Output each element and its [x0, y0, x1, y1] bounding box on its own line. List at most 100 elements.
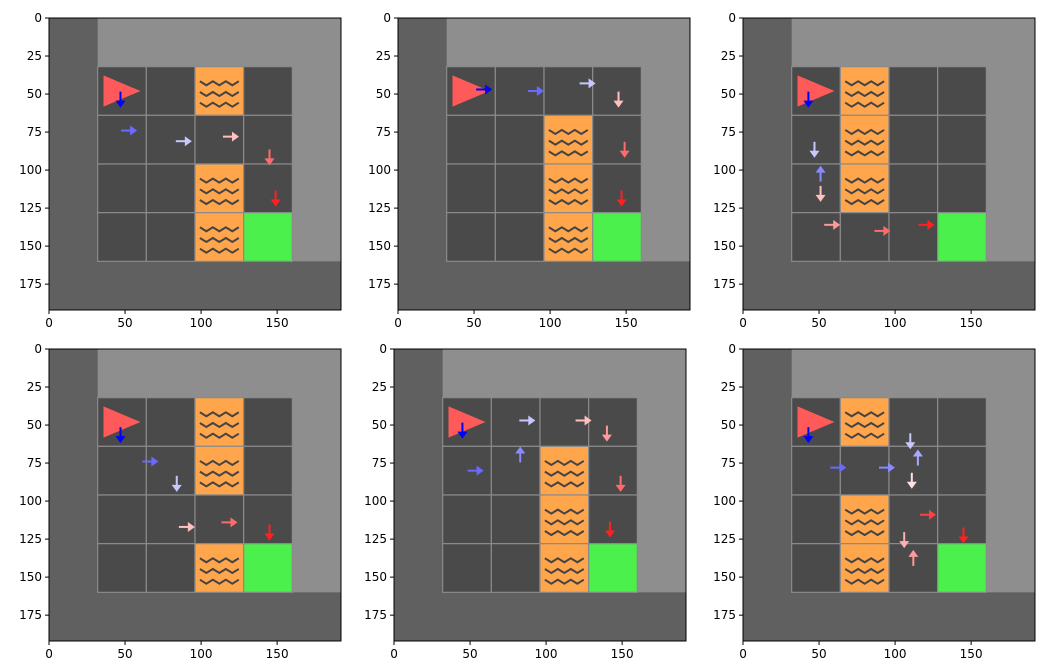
y-tick-label: 75 — [721, 125, 736, 139]
floor-cell — [97, 163, 147, 214]
floor-cell — [243, 114, 293, 165]
lava-wave — [199, 198, 240, 206]
y-tick-label: 50 — [27, 87, 42, 101]
agent-triangle — [103, 406, 141, 438]
lava-wave — [548, 188, 589, 195]
agent-triangle — [452, 75, 490, 107]
action-arrow — [515, 446, 526, 463]
lava-wave — [199, 578, 240, 585]
goal-cell — [592, 212, 642, 262]
lava-wave — [548, 177, 589, 184]
y-tick-label: 175 — [19, 608, 42, 622]
floor-cell — [494, 163, 545, 214]
action-arrow — [171, 475, 182, 492]
lava-wave — [199, 557, 240, 564]
axes-frame — [48, 348, 342, 642]
action-arrow — [575, 415, 592, 426]
x-tick-label: 0 — [739, 316, 747, 330]
lava-wave — [844, 198, 885, 206]
lava-wave — [844, 101, 885, 108]
action-arrow — [601, 425, 612, 442]
y-tick-label: 100 — [368, 163, 391, 177]
lava-cell — [839, 163, 890, 214]
x-tick-label: 0 — [45, 316, 53, 330]
y-tick-label: 125 — [19, 201, 42, 215]
lava-wave — [548, 198, 589, 206]
axes-frame — [742, 348, 1036, 642]
floor-cell — [791, 163, 841, 214]
lava-wave — [844, 411, 885, 418]
x-tick-label: 100 — [539, 316, 562, 330]
action-arrow — [270, 190, 281, 207]
x-tick-label: 100 — [884, 316, 907, 330]
agent-triangle — [797, 406, 835, 438]
panel-3: 0 50 100 150 0 25 50 75 100 125 150 175 — [713, 11, 1036, 330]
floor-cell — [194, 494, 245, 545]
lava-cell — [194, 543, 245, 593]
agent-triangle — [448, 406, 486, 438]
y-tick-label: 175 — [368, 277, 391, 291]
y-tick-label: 150 — [368, 239, 391, 253]
action-arrow — [815, 185, 826, 202]
floor-cell — [791, 494, 841, 545]
action-arrow — [815, 165, 826, 182]
lava-cell — [194, 212, 245, 262]
action-arrow — [175, 136, 192, 147]
lava-cell — [839, 397, 890, 447]
action-arrow — [803, 427, 814, 444]
action-arrow — [619, 141, 630, 158]
x-tick-label: 100 — [190, 316, 213, 330]
lava-wave — [844, 508, 885, 515]
floor-cell — [145, 212, 196, 262]
panel-1: 0 50 100 150 0 25 50 75 100 125 150 175 — [19, 11, 342, 330]
floor-cell — [145, 543, 196, 593]
floor-cell — [839, 445, 890, 496]
lava-wave — [548, 236, 589, 244]
lava-wave — [844, 578, 885, 585]
floor-cell — [791, 212, 841, 262]
floor-cell — [446, 212, 496, 262]
floor-cell — [442, 494, 492, 545]
action-arrow — [615, 475, 626, 492]
y-tick-label: 150 — [713, 570, 736, 584]
lava-cell — [194, 397, 245, 447]
floor-cell — [145, 66, 196, 116]
y-tick-label: 175 — [713, 608, 736, 622]
floor-cell — [888, 114, 939, 165]
action-arrow — [142, 456, 159, 467]
lava-wave — [844, 150, 885, 157]
action-arrow — [920, 509, 937, 520]
action-arrow — [908, 549, 919, 566]
x-tick-label: 0 — [394, 316, 402, 330]
action-arrow — [958, 527, 969, 544]
floor-cell — [888, 163, 939, 214]
action-arrow — [476, 84, 493, 95]
lava-wave — [199, 567, 240, 575]
floor-cell — [592, 163, 642, 214]
x-tick-label: 50 — [117, 316, 132, 330]
lava-wave — [199, 90, 240, 98]
lava-wave — [544, 470, 585, 477]
lava-wave — [199, 432, 240, 439]
lava-wave — [548, 128, 589, 136]
x-tick-label: 150 — [960, 647, 983, 661]
lava-wave — [199, 226, 240, 233]
floor-cell — [588, 445, 638, 496]
lava-cell — [539, 494, 590, 545]
lava-cell — [194, 445, 245, 496]
action-arrow — [613, 91, 624, 108]
x-tick-label: 0 — [390, 647, 398, 661]
floor-cell — [888, 397, 939, 447]
floor-cell — [937, 397, 987, 447]
y-tick-label: 25 — [27, 380, 42, 394]
lava-wave — [844, 128, 885, 136]
y-tick-label: 125 — [368, 201, 391, 215]
goal-cell — [937, 543, 987, 593]
action-arrow — [878, 462, 895, 473]
lava-wave — [548, 150, 589, 157]
floor-cell — [937, 445, 987, 496]
floor-cell — [539, 397, 590, 447]
y-tick-label: 125 — [19, 532, 42, 546]
lava-cell — [839, 114, 890, 165]
